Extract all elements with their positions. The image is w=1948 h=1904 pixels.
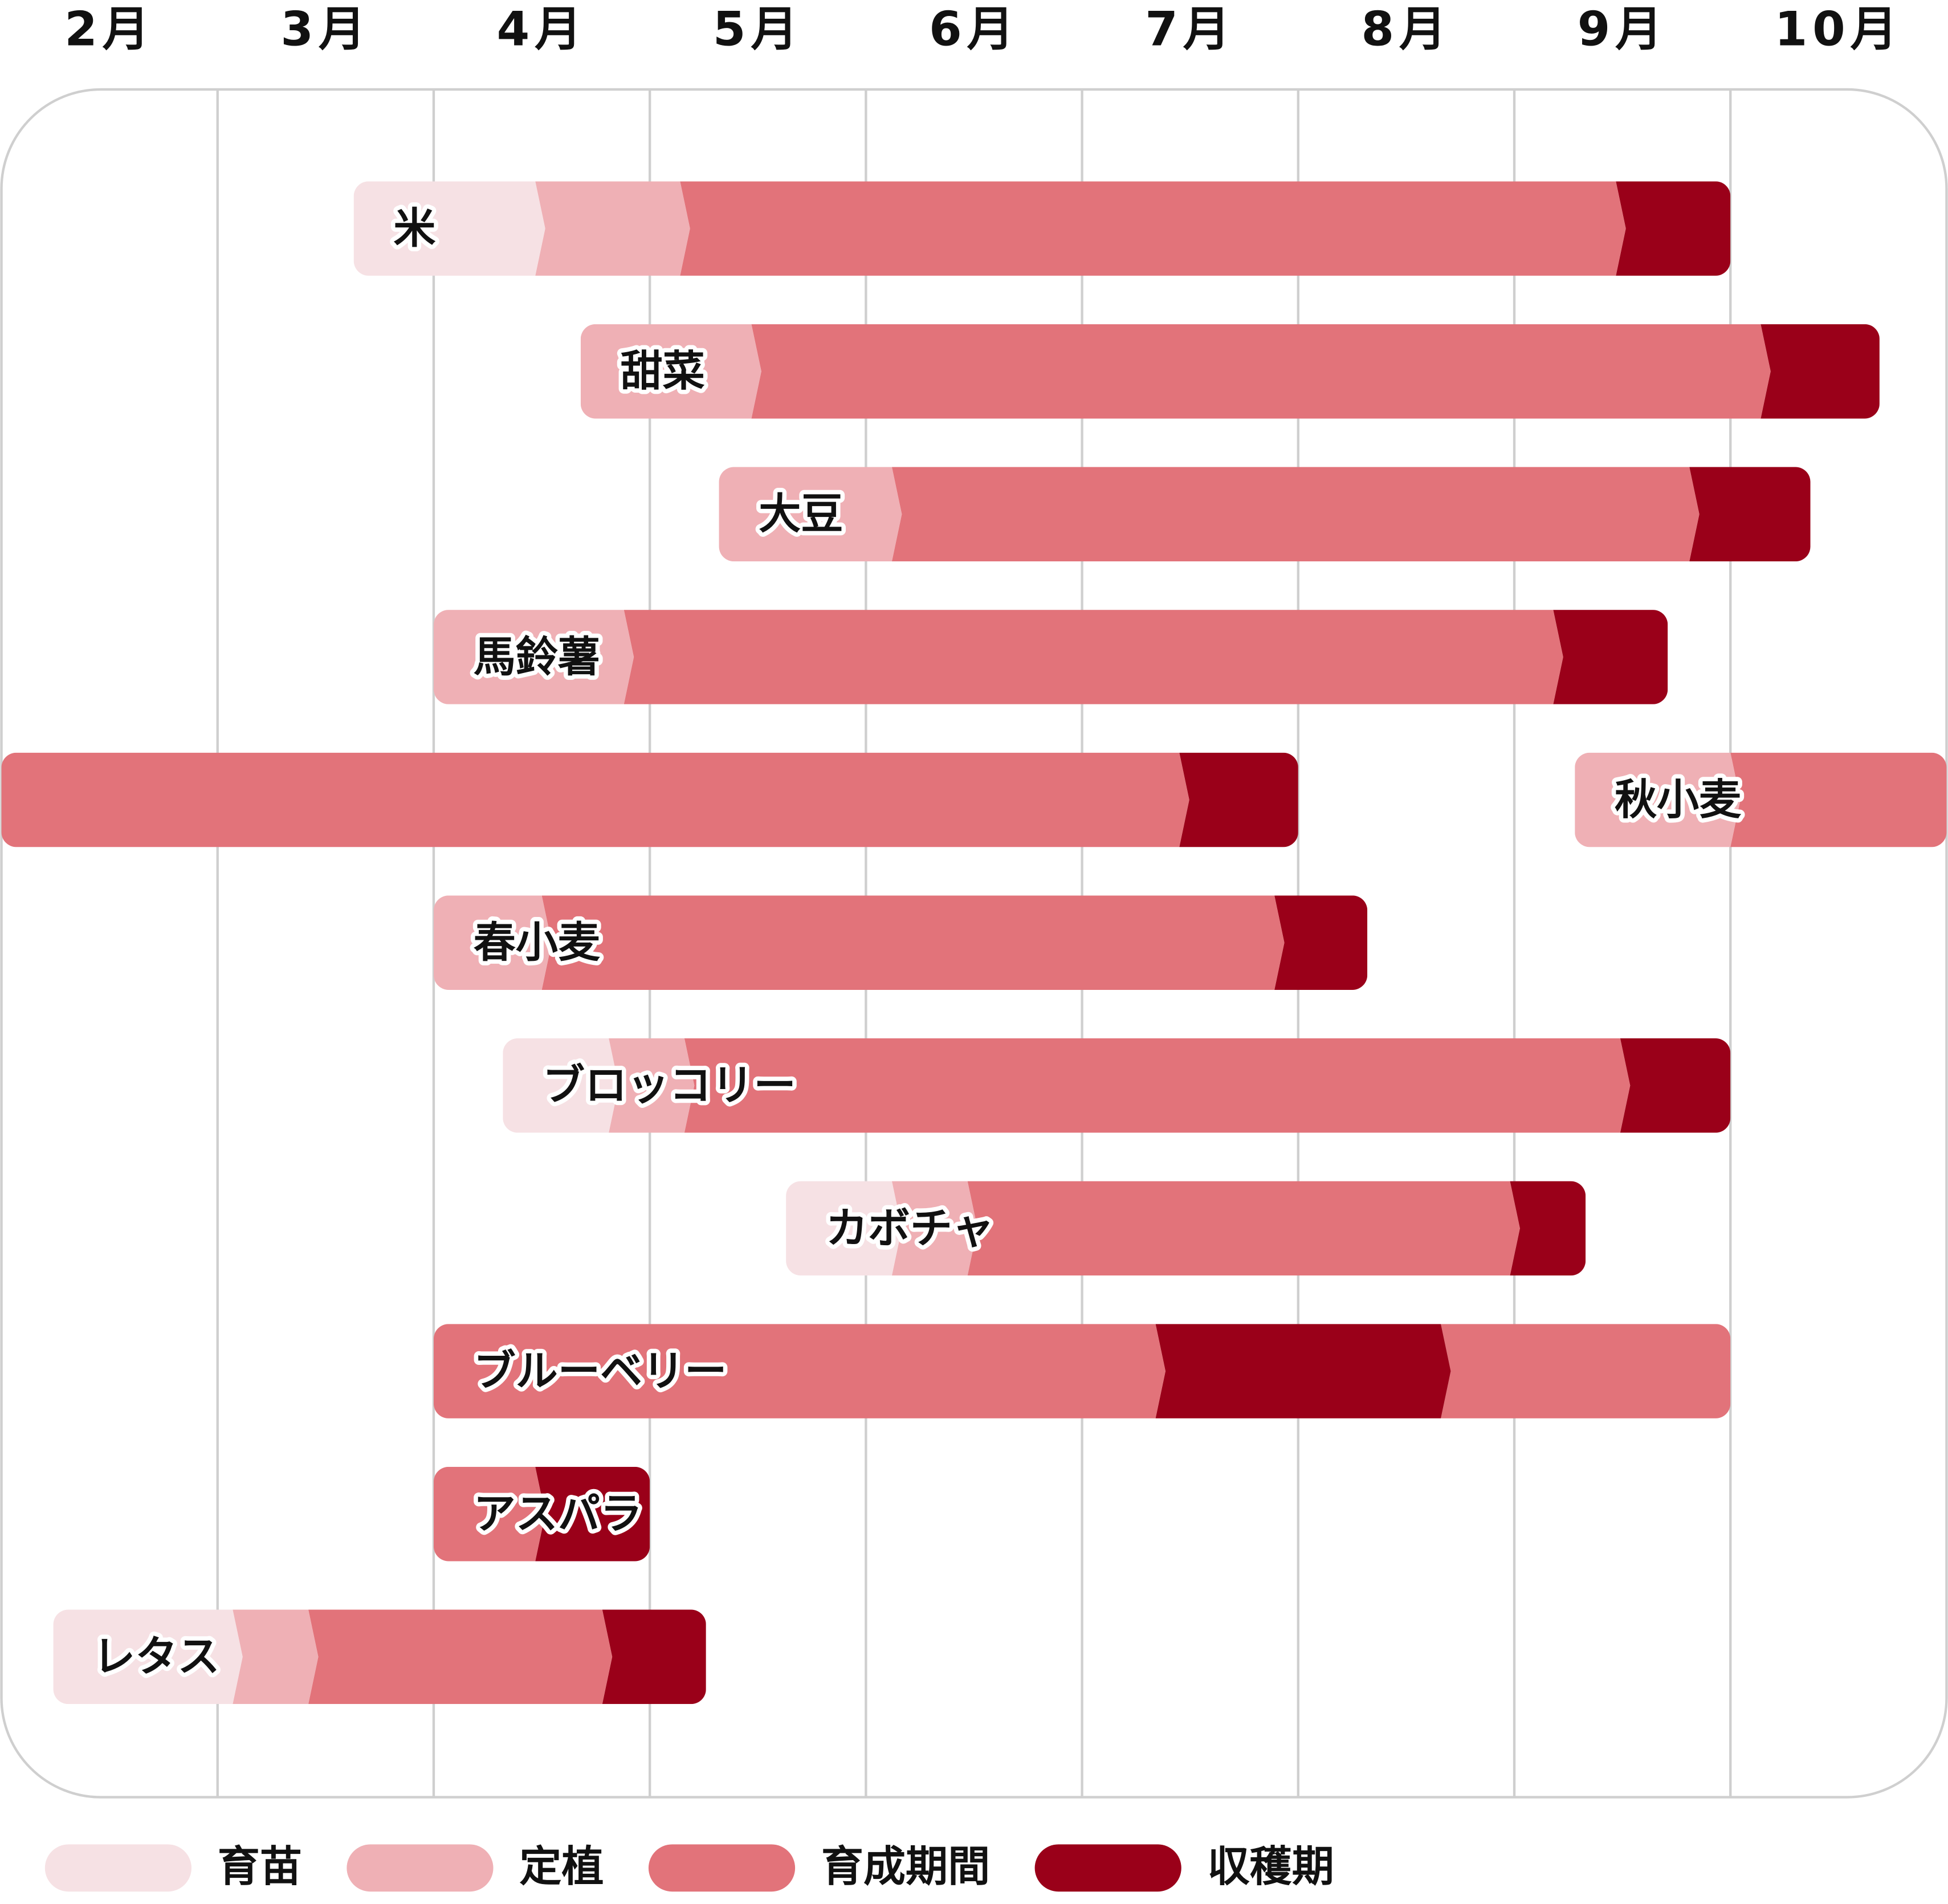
phase-segment [891,1181,978,1276]
phase-segment [609,1038,695,1133]
phase-segment [1616,181,1731,276]
phase-segment [433,1466,545,1561]
task-run [433,1466,650,1561]
task-label: 春小麦 [474,918,600,967]
phase-segment [684,1038,1631,1133]
phase-segment [541,895,1285,990]
phase-segment [353,181,545,276]
month-label: 7月 [1145,2,1235,57]
phase-segment [623,610,1563,704]
phase-segment [433,610,634,704]
legend-swatch [44,1844,191,1892]
task-row: 米 [353,181,1731,276]
phase-segment [433,895,552,990]
task-run [786,1181,1586,1276]
phase-segment [719,467,902,562]
legend-label: 育成期間 [821,1842,990,1891]
task-row: 大豆 [719,467,1811,562]
month-label: 8月 [1362,2,1452,57]
task-label: 米 [393,204,435,253]
task-run [719,467,1811,562]
phase-segment [53,1609,243,1705]
phase-segment [308,1609,613,1705]
month-label: 10月 [1775,2,1902,57]
task-label: ブロッコリー [543,1061,796,1110]
phase-segment [1155,1324,1451,1418]
task-label: ブルーベリー [474,1347,727,1396]
legend-swatch [1034,1844,1181,1892]
legend-label: 収穫期 [1208,1842,1334,1891]
phase-segment [433,1324,1165,1418]
month-label: 3月 [280,2,370,57]
month-label: 5月 [713,2,803,57]
phase-segment [967,1181,1520,1276]
phase-segment [1179,752,1298,847]
task-row: 甜菜 [580,324,1880,419]
legend-label: 育苗 [218,1842,302,1891]
task-row: 馬鈴薯 [433,610,1668,704]
task-row: 春小麦 [433,895,1368,990]
task-label: 大豆 [759,490,843,539]
task-row: レタス [53,1609,706,1705]
task-run [353,181,1731,276]
task-row: ブルーベリー [433,1324,1731,1418]
legend-swatch [347,1844,494,1892]
task-label: 秋小麦 [1615,775,1741,824]
task-label: カボチャ [826,1204,995,1253]
phase-segment [1730,752,1947,847]
task-row: アスパラ [433,1466,650,1561]
phase-segment [680,181,1626,276]
task-label: 甜菜 [621,346,705,396]
task-label: アスパラ [474,1490,642,1539]
month-label: 6月 [929,2,1019,57]
month-label: 9月 [1578,2,1668,57]
phase-segment [786,1181,902,1276]
phase-segment [580,324,761,419]
task-run [1,752,1298,847]
task-run [53,1609,706,1705]
task-run [433,1324,1731,1418]
phase-segment [503,1038,619,1133]
task-label: レタス [93,1632,219,1681]
task-row: カボチャ [786,1181,1586,1276]
task-row: ブロッコリー [503,1038,1731,1133]
task-run [433,895,1368,990]
phase-segment [602,1609,706,1705]
phase-segment [1620,1038,1731,1133]
phase-segment [233,1609,319,1705]
month-label: 4月 [497,2,587,57]
phase-segment [1575,752,1741,847]
legend-label: 定植 [519,1842,604,1891]
task-label: 馬鈴薯 [474,633,600,682]
phase-segment [1510,1181,1586,1276]
phase-segment [1689,467,1811,562]
task-row: 秋小麦 [1,752,1947,847]
month-label: 2月 [64,2,154,57]
phase-segment [535,1466,650,1561]
task-run [1575,752,1947,847]
phase-segment [535,181,690,276]
phase-segment [1,752,1189,847]
legend-swatch [648,1844,796,1892]
phase-segment [1553,610,1668,704]
phase-segment [1274,895,1368,990]
task-run [433,610,1668,704]
phase-segment [751,324,1771,419]
phase-segment [1441,1324,1731,1418]
task-run [503,1038,1731,1133]
task-run [580,324,1880,419]
phase-segment [891,467,1700,562]
phase-segment [1760,324,1880,419]
